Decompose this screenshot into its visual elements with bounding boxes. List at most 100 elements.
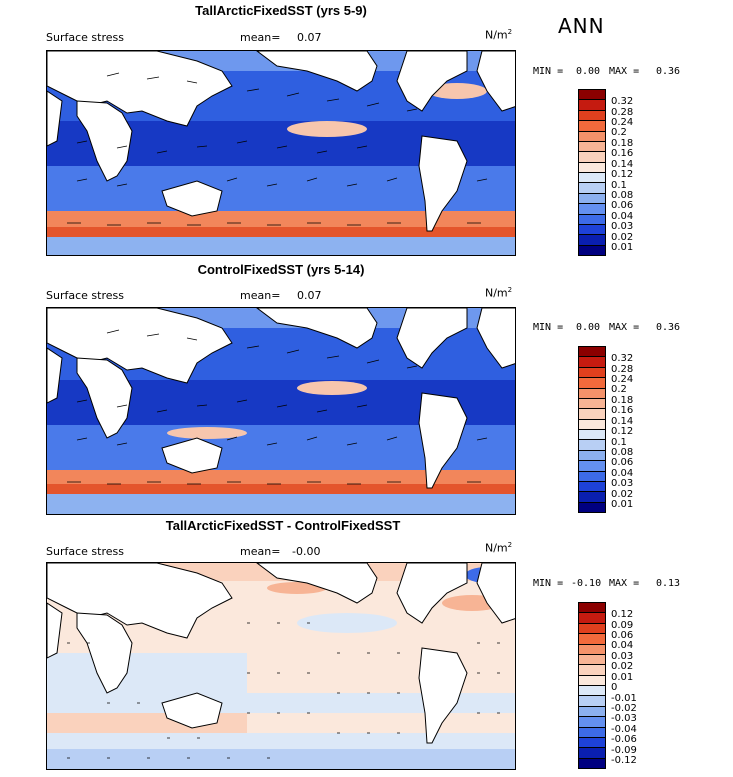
panel-1-colorbar-box [579,162,605,173]
panel-2-colorbar-label: 0.24 [611,374,634,385]
panel-2-max-label: MAX = [609,322,640,333]
panel-2-colorbar-box [579,430,605,441]
panel-1-colorbar-label: 0.02 [611,232,634,243]
panel-3-colorbar-label: 0.06 [611,630,634,641]
panel-2-colorbar-label: 0.32 [611,353,634,364]
panel-2-colorbar-box [579,398,605,410]
panel-2-colorbar-label: 0.06 [611,457,634,468]
panel-3-colorbar-label: 0.02 [611,661,634,672]
panel-3-colorbar-label: -0.02 [611,703,637,714]
panel-2-units: N/m2 [485,286,513,300]
panel-1-colorbar-label: 0.32 [611,96,634,107]
panel-1-units: N/m2 [485,28,513,42]
panel-3-map [46,562,516,770]
panel-2-colorbar-label: 0.1 [611,437,627,448]
panel-2-colorbar-box [579,357,605,368]
panel-1-colorbar-label: 0.2 [611,127,627,138]
panel-3-colorbar-label: -0.03 [611,713,637,724]
panel-3-colorbar-box [579,603,605,614]
panel-3-title: TallArcticFixedSST - ControlFixedSST [165,518,401,533]
panel-3-colorbar-box [579,665,605,676]
panel-3-colorbar-box [579,706,605,718]
panel-2-colorbar-box [579,388,605,399]
panel-3-colorbar-box [579,686,605,697]
panel-1-title: TallArcticFixedSST (yrs 5-9) [195,3,367,18]
panel-2-max-value: 0.36 [656,322,681,333]
panel-1-colorbar-label: 0.03 [611,221,634,232]
panel-3-colorbar [578,602,606,769]
panel-1-colorbar-box [579,100,605,111]
panel-3-variable: Surface stress [46,545,124,558]
panel-3-colorbar-label: -0.09 [611,745,637,756]
panel-2-min-value: 0.00 [576,322,601,333]
season-label: ANN [558,14,605,38]
panel-3-colorbar-label: 0.09 [611,620,634,631]
panel-3-colorbar-label: -0.04 [611,724,637,735]
panel-3-colorbar-box [579,717,605,728]
panel-2-colorbar-label: 0.18 [611,395,634,406]
panel-2-colorbar-label: 0.12 [611,426,634,437]
panel-2-colorbar-box [579,492,605,503]
panel-1-colorbar-box [579,224,605,236]
panel-1-colorbar-box [579,193,605,205]
panel-2-mean-value: 0.07 [297,289,322,302]
panel-2-colorbar-box [579,409,605,420]
panel-1-colorbar-label: 0.28 [611,107,634,118]
panel-3-colorbar-label: 0.12 [611,609,634,620]
panel-1-colorbar-box [579,204,605,215]
panel-3-colorbar-box [579,675,605,686]
panel-3-colorbar-label: 0 [611,682,618,693]
panel-3-colorbar-box [579,613,605,624]
panel-2-colorbar-box [579,502,605,512]
panel-3-min-label: MIN = [533,578,564,589]
panel-2-colorbar-label: 0.03 [611,478,634,489]
panel-3-colorbar-box [579,696,605,707]
panel-3-mean-value: -0.00 [292,545,321,558]
panel-1-colorbar-label: 0.01 [611,242,634,253]
panel-1-max-value: 0.36 [656,66,681,77]
panel-3-colorbar-label: 0.04 [611,640,634,651]
panel-1-max-label: MAX = [609,66,640,77]
panel-1-colorbar-box [579,141,605,153]
panel-2-colorbar-label: 0.02 [611,489,634,500]
panel-1-colorbar-box [579,152,605,163]
panel-1-map [46,50,516,256]
panel-3-max-value: 0.13 [656,578,681,589]
panel-2-colorbar-box [579,481,605,493]
panel-2-colorbar [578,346,606,513]
panel-3-colorbar-box [579,644,605,655]
panel-2-colorbar-label: 0.28 [611,364,634,375]
panel-1-colorbar-label: 0.18 [611,138,634,149]
panel-2-colorbar-label: 0.14 [611,416,634,427]
panel-3-colorbar-box [579,737,605,749]
panel-1-min-label: MIN = [533,66,564,77]
panel-2-colorbar-label: 0.16 [611,405,634,416]
panel-3-units: N/m2 [485,541,513,555]
panel-2-colorbar-box [579,378,605,389]
panel-1-colorbar-box [579,90,605,101]
panel-2-min-label: MIN = [533,322,564,333]
panel-1-colorbar-label: 0.24 [611,117,634,128]
panel-1-colorbar [578,89,606,256]
panel-1-min-value: 0.00 [576,66,601,77]
panel-2-colorbar-label: 0.08 [611,447,634,458]
panel-2-colorbar-label: 0.01 [611,499,634,510]
panel-2-colorbar-box [579,450,605,462]
panel-3-max-label: MAX = [609,578,640,589]
panel-1-mean-label: mean= [240,31,281,44]
panel-2-variable: Surface stress [46,289,124,302]
panel-2-colorbar-label: 0.2 [611,384,627,395]
panel-1-colorbar-box [579,235,605,246]
panel-3-mean-label: mean= [240,545,281,558]
panel-1-colorbar-label: 0.1 [611,180,627,191]
panel-1-mean-value: 0.07 [297,31,322,44]
panel-1-colorbar-label: 0.06 [611,200,634,211]
panel-1-colorbar-label: 0.14 [611,159,634,170]
panel-1-colorbar-label: 0.12 [611,169,634,180]
panel-1-variable: Surface stress [46,31,124,44]
panel-3-colorbar-label: 0.01 [611,672,634,683]
panel-1-colorbar-box [579,131,605,142]
panel-1-colorbar-box [579,183,605,194]
panel-2-colorbar-box [579,471,605,482]
panel-2-colorbar-box [579,440,605,451]
